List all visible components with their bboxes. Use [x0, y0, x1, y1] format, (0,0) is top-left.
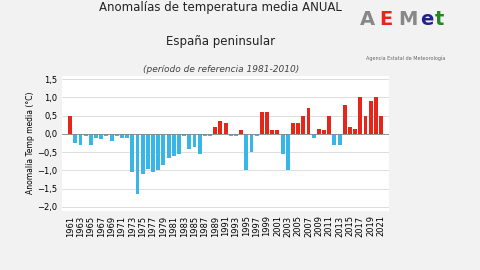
- Text: M: M: [398, 10, 418, 29]
- Bar: [270, 130, 274, 134]
- Bar: [99, 134, 103, 139]
- Bar: [135, 134, 140, 194]
- Text: (período de referencia 1981-2010): (período de referencia 1981-2010): [143, 65, 299, 74]
- Bar: [343, 105, 347, 134]
- Bar: [182, 134, 186, 136]
- Bar: [73, 134, 77, 143]
- Bar: [327, 116, 331, 134]
- Bar: [281, 134, 285, 154]
- Bar: [359, 97, 362, 134]
- Bar: [146, 134, 150, 169]
- Bar: [374, 97, 378, 134]
- Bar: [348, 127, 352, 134]
- Bar: [333, 134, 336, 145]
- Bar: [260, 112, 264, 134]
- Bar: [286, 134, 290, 170]
- Bar: [337, 134, 342, 145]
- Bar: [151, 134, 155, 172]
- Bar: [353, 129, 357, 134]
- Bar: [68, 116, 72, 134]
- Bar: [234, 134, 238, 136]
- Bar: [131, 134, 134, 172]
- Bar: [218, 121, 222, 134]
- Bar: [250, 134, 253, 152]
- Bar: [177, 134, 181, 154]
- Text: E: E: [380, 10, 393, 29]
- Bar: [187, 134, 191, 148]
- Bar: [94, 134, 98, 138]
- Bar: [156, 134, 160, 170]
- Bar: [213, 127, 217, 134]
- Bar: [276, 130, 279, 134]
- Bar: [255, 134, 259, 136]
- Bar: [265, 112, 269, 134]
- Bar: [125, 134, 129, 138]
- Bar: [109, 134, 114, 141]
- Bar: [301, 116, 305, 134]
- Bar: [244, 134, 248, 170]
- Bar: [208, 134, 212, 136]
- Bar: [192, 134, 196, 147]
- Bar: [141, 134, 144, 174]
- Text: Agencia Estatal de Meteorología: Agencia Estatal de Meteorología: [366, 56, 445, 61]
- Bar: [167, 134, 170, 158]
- Bar: [172, 134, 176, 156]
- Bar: [312, 134, 316, 138]
- Bar: [369, 101, 372, 134]
- Text: Anomalías de temperatura media ANUAL: Anomalías de temperatura media ANUAL: [99, 1, 342, 14]
- Y-axis label: Anomalía Temp media (°C): Anomalía Temp media (°C): [25, 92, 35, 194]
- Bar: [115, 134, 119, 136]
- Bar: [296, 123, 300, 134]
- Bar: [120, 134, 124, 138]
- Text: España peninsular: España peninsular: [166, 35, 276, 48]
- Bar: [84, 134, 88, 136]
- Bar: [105, 134, 108, 136]
- Text: t: t: [435, 10, 444, 29]
- Bar: [322, 130, 326, 134]
- Bar: [307, 109, 311, 134]
- Bar: [224, 123, 228, 134]
- Bar: [291, 123, 295, 134]
- Bar: [239, 130, 243, 134]
- Bar: [161, 134, 166, 165]
- Text: e: e: [420, 10, 433, 29]
- Bar: [198, 134, 202, 154]
- Text: A: A: [360, 10, 375, 29]
- Bar: [203, 134, 207, 136]
- Bar: [379, 116, 383, 134]
- Bar: [79, 134, 83, 145]
- Bar: [89, 134, 93, 145]
- Bar: [317, 129, 321, 134]
- Bar: [229, 134, 233, 136]
- Bar: [363, 116, 367, 134]
